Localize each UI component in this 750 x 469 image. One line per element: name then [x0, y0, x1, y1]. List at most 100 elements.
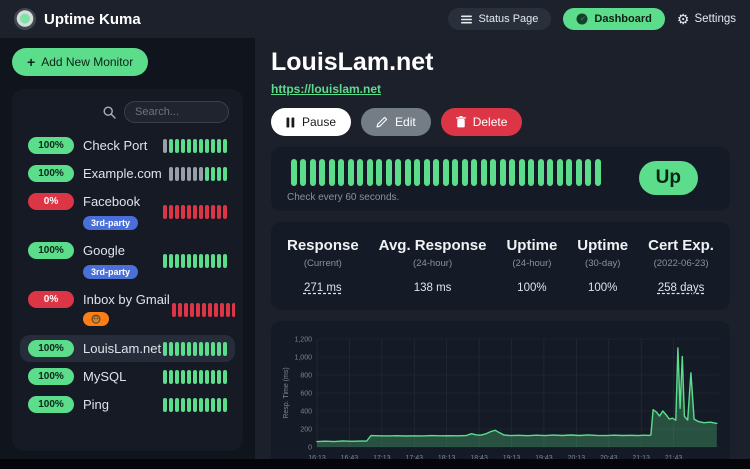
uptime-badge: 100% — [28, 165, 74, 182]
heartbeat-beat — [211, 369, 215, 384]
uptime-badge: 100% — [28, 340, 74, 357]
pause-button[interactable]: Pause — [271, 108, 352, 136]
monitor-name: Example.com — [83, 166, 162, 181]
stat-column: Avg. Response (24-hour) 138 ms — [379, 237, 487, 294]
stat-value: 100% — [517, 282, 547, 294]
monitor-tags: 3rd-party — [83, 213, 140, 231]
heartbeat-beat — [201, 303, 206, 317]
monitor-item[interactable]: 100% Check Port — [20, 132, 235, 159]
heartbeat-beat — [205, 369, 209, 384]
monitor-item[interactable]: 100% MySQL — [20, 363, 235, 390]
monitor-item[interactable]: 0% Facebook 3rd-party — [20, 188, 235, 236]
heartbeat-beat — [217, 138, 221, 153]
dashboard-button[interactable]: Dashboard — [563, 8, 665, 30]
heartbeat-beat — [225, 303, 230, 317]
heartbeat-beat — [187, 138, 191, 153]
svg-text:18:43: 18:43 — [470, 455, 488, 459]
heartbeat-beat — [211, 397, 215, 412]
stat-column: Uptime (30-day) 100% — [577, 237, 628, 294]
heartbeat-beat — [566, 159, 572, 186]
heartbeat-beat — [223, 397, 227, 412]
heartbeat-beat — [357, 159, 363, 186]
heartbeat-beat — [163, 369, 167, 384]
monitor-url-link[interactable]: https://louislam.net — [271, 82, 382, 96]
monitor-name: Facebook — [83, 194, 141, 209]
svg-text:1,000: 1,000 — [294, 355, 312, 362]
dashboard-label: Dashboard — [594, 13, 652, 25]
action-buttons: Pause Edit Delete — [271, 108, 730, 136]
heartbeat-beat — [175, 254, 179, 268]
heartbeat-beat — [499, 159, 506, 186]
monitor-item-row: 100% Check Port — [28, 137, 147, 154]
uptime-badge: 100% — [28, 396, 74, 413]
heartbeat-beat — [187, 341, 192, 356]
heartbeat-beat — [163, 341, 168, 356]
svg-text:17:13: 17:13 — [373, 455, 391, 459]
monitor-list-panel: 100% Check Port 100% Example.com 0% Facebook 3… — [12, 89, 243, 451]
heartbeat-beat — [217, 254, 221, 268]
monitor-name: MySQL — [83, 369, 127, 384]
monitor-item-row: 100% Example.com — [28, 165, 162, 182]
list-icon — [461, 15, 473, 23]
pause-label: Pause — [302, 115, 337, 129]
monitor-item-row: 0% Inbox by Gmail — [28, 291, 170, 308]
stat-sublabel: (24-hour) — [512, 258, 552, 269]
heartbeat-beat — [223, 254, 227, 268]
svg-text:19:43: 19:43 — [535, 455, 553, 459]
heartbeat-beat — [231, 303, 235, 317]
settings-button[interactable]: ⚙ Settings — [677, 12, 736, 26]
heartbeat-beat — [217, 397, 221, 412]
heartbeat-beat — [395, 159, 401, 186]
app-logo-home-link[interactable]: Uptime Kuma — [14, 8, 141, 30]
heartbeat-beat — [205, 254, 209, 268]
heartbeat-beat — [309, 159, 316, 186]
monitor-list: 100% Check Port 100% Example.com 0% Facebook 3… — [20, 131, 235, 443]
heartbeat-beat — [199, 397, 203, 412]
heartbeat-beat — [509, 159, 515, 186]
app-window: Uptime Kuma Status Page Dashboard — [0, 0, 750, 459]
monitor-item[interactable]: 100% Ping — [20, 391, 235, 418]
heartbeat-beat — [217, 166, 221, 181]
heartbeat-beat — [205, 341, 210, 356]
monitor-item[interactable]: 100% Example.com — [20, 160, 235, 187]
heartbeat-beat — [211, 341, 216, 356]
top-bar: Uptime Kuma Status Page Dashboard — [0, 0, 750, 38]
heartbeat-beat — [169, 397, 173, 412]
monitor-heartbeats — [161, 397, 227, 412]
heartbeat-beat — [187, 369, 191, 384]
search-row — [20, 97, 235, 131]
stat-value: 258 days — [657, 282, 705, 294]
monitor-item[interactable]: 0% Inbox by Gmail — [20, 286, 235, 334]
heartbeat-beat — [480, 159, 487, 186]
edit-pencil-icon — [376, 116, 388, 128]
monitor-name: LouisLam.net — [83, 341, 162, 356]
heartbeat-beat — [319, 159, 325, 186]
status-page-button[interactable]: Status Page — [448, 8, 552, 30]
monitor-item[interactable]: 100% Google 3rd-party — [20, 237, 235, 285]
heartbeat-beat — [199, 205, 203, 219]
monitor-item[interactable]: 100% LouisLam.net — [20, 335, 235, 362]
heartbeat-beat — [193, 369, 197, 384]
add-new-monitor-button[interactable]: + Add New Monitor — [12, 48, 149, 76]
monitor-item-info: 100% Google 3rd-party — [28, 242, 139, 280]
heartbeat-beat — [177, 303, 182, 317]
heartbeat-beat — [347, 159, 354, 186]
stat-sublabel: (Current) — [303, 258, 342, 269]
stat-value: 100% — [588, 282, 618, 294]
heartbeat-beat — [163, 254, 167, 268]
monitor-item-info: 100% Check Port — [28, 137, 147, 154]
edit-button[interactable]: Edit — [361, 108, 431, 136]
stat-label: Uptime — [577, 237, 629, 254]
search-input[interactable] — [124, 101, 229, 123]
heartbeat-beat — [423, 159, 430, 186]
heartbeat-beat — [193, 138, 197, 153]
uptime-badge: 100% — [28, 137, 74, 154]
heartbeat-beat — [452, 159, 458, 186]
heartbeat-beat — [169, 369, 173, 384]
monitor-item-row: 100% MySQL — [28, 368, 126, 385]
check-interval-text: Check every 60 seconds. — [287, 192, 400, 203]
heartbeat-beat — [169, 254, 173, 268]
delete-button[interactable]: Delete — [440, 108, 523, 136]
monitor-item-info: 100% MySQL — [28, 368, 126, 385]
heartbeat-beat — [187, 397, 191, 412]
